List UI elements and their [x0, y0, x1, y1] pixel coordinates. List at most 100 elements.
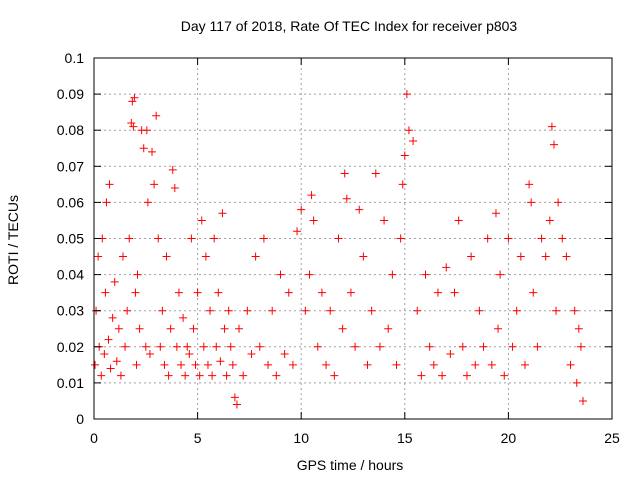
data-point — [421, 270, 430, 279]
grid — [94, 58, 612, 419]
data-point — [91, 360, 100, 369]
x-tick-label: 10 — [293, 430, 309, 446]
y-tick-label: 0 — [76, 411, 84, 427]
data-point — [156, 342, 165, 351]
data-point — [429, 360, 438, 369]
data-point — [108, 313, 117, 322]
data-point — [201, 252, 210, 261]
data-point — [527, 198, 536, 207]
data-point — [467, 252, 476, 261]
data-point — [251, 252, 260, 261]
data-point — [235, 324, 244, 333]
data-point — [203, 360, 212, 369]
data-point — [363, 360, 372, 369]
data-point — [206, 306, 215, 315]
data-point — [450, 288, 459, 297]
data-point — [193, 288, 202, 297]
data-point — [301, 306, 310, 315]
data-point — [112, 357, 121, 366]
data-point — [106, 364, 115, 373]
data-point — [119, 252, 128, 261]
data-point — [417, 371, 426, 380]
data-point — [139, 144, 148, 153]
data-point — [471, 360, 480, 369]
data-point — [404, 126, 413, 135]
y-tick-label: 0.08 — [57, 122, 84, 138]
data-point — [128, 97, 137, 106]
data-points — [91, 90, 587, 409]
data-point — [189, 324, 198, 333]
data-point — [216, 357, 225, 366]
data-point — [224, 306, 233, 315]
data-point — [110, 277, 119, 286]
data-point — [572, 378, 581, 387]
data-point — [228, 360, 237, 369]
data-point — [330, 371, 339, 380]
data-point — [230, 393, 239, 402]
data-point — [305, 270, 314, 279]
data-point — [179, 313, 188, 322]
x-tick-label: 25 — [604, 430, 620, 446]
data-point — [413, 306, 422, 315]
data-point — [185, 350, 194, 359]
data-point — [346, 288, 355, 297]
data-point — [97, 371, 106, 380]
data-point — [220, 324, 229, 333]
data-point — [284, 288, 293, 297]
data-point — [438, 371, 447, 380]
data-point — [116, 371, 125, 380]
data-point — [578, 396, 587, 405]
data-point — [547, 122, 556, 131]
x-tick-label: 15 — [397, 430, 413, 446]
data-point — [462, 371, 471, 380]
data-point — [458, 342, 467, 351]
data-point — [297, 205, 306, 214]
data-point — [199, 342, 208, 351]
data-point — [371, 169, 380, 178]
data-point — [558, 234, 567, 243]
data-point — [326, 306, 335, 315]
y-tick-label: 0.09 — [57, 86, 84, 102]
data-point — [313, 342, 322, 351]
data-point — [293, 227, 302, 236]
data-point — [121, 342, 130, 351]
data-point — [342, 194, 351, 203]
data-point — [375, 342, 384, 351]
data-point — [398, 180, 407, 189]
y-tick-label: 0.06 — [57, 194, 84, 210]
data-point — [100, 350, 109, 359]
data-point — [104, 335, 113, 344]
data-point — [166, 324, 175, 333]
data-point — [338, 324, 347, 333]
y-tick-label: 0.05 — [57, 231, 84, 247]
data-point — [479, 342, 488, 351]
data-point — [500, 371, 509, 380]
data-point — [212, 342, 221, 351]
data-point — [239, 371, 248, 380]
data-point — [94, 252, 103, 261]
data-point — [276, 270, 285, 279]
data-point — [307, 191, 316, 200]
x-tick-label: 20 — [501, 430, 517, 446]
data-point — [232, 400, 241, 409]
data-point — [483, 234, 492, 243]
data-point — [512, 306, 521, 315]
data-point — [142, 126, 151, 135]
y-axis-label: ROTI / TECUs — [5, 195, 21, 285]
data-point — [197, 216, 206, 225]
data-point — [351, 342, 360, 351]
data-point — [152, 111, 161, 120]
x-axis-label: GPS time / hours — [297, 457, 404, 473]
data-point — [516, 252, 525, 261]
data-point — [181, 371, 190, 380]
data-point — [243, 306, 252, 315]
data-point — [396, 234, 405, 243]
data-point — [222, 371, 231, 380]
data-point — [533, 342, 542, 351]
data-point — [496, 270, 505, 279]
data-point — [160, 360, 169, 369]
data-point — [148, 147, 157, 156]
data-point — [380, 216, 389, 225]
data-point — [105, 180, 114, 189]
data-point — [442, 263, 451, 272]
